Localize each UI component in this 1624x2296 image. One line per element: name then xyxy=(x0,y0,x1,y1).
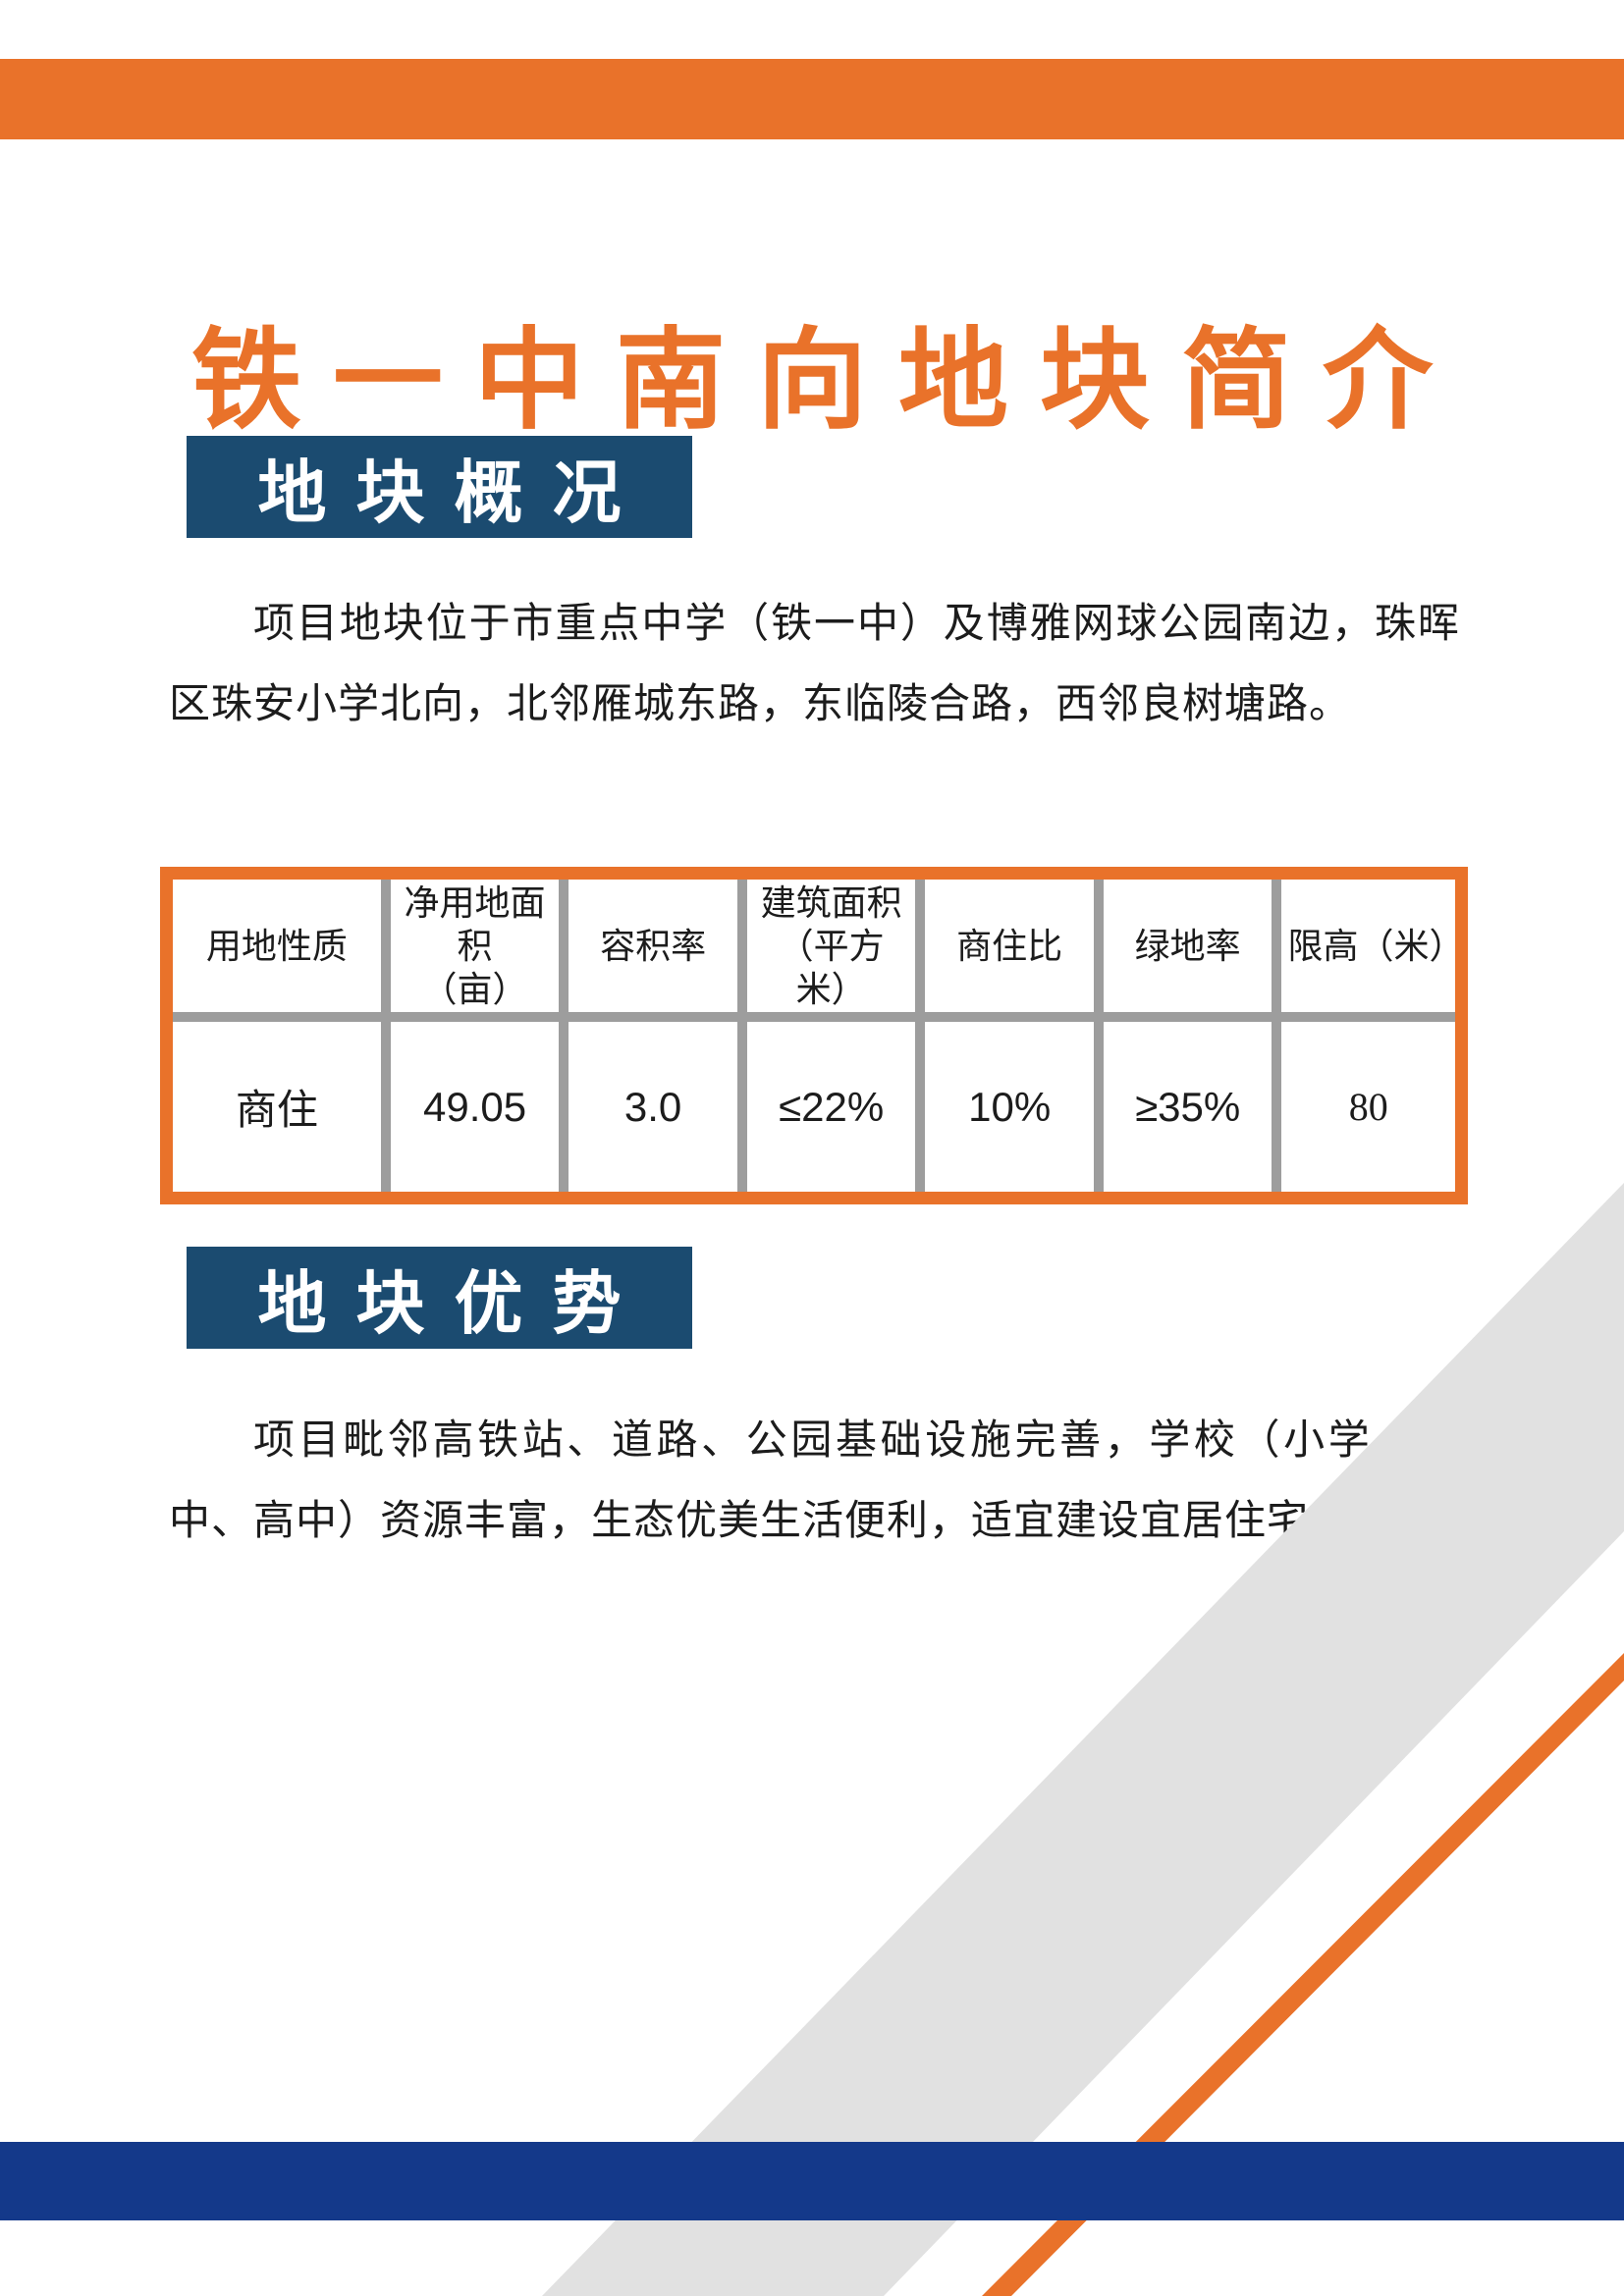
header-net-area: 净用地面积 （亩） xyxy=(380,880,569,1022)
section-header-overview-label: 地块概况 xyxy=(257,454,651,531)
page-title: 铁一中南向地块简介 xyxy=(191,319,1464,443)
orange-diagonal-line xyxy=(982,1653,1624,2296)
advantage-paragraph: 项目毗邻高铁站、道路、公园基础设施完善，学校（小学、初中、高中）资源丰富，生态优… xyxy=(169,1416,1460,1543)
cell-green-rate: ≥35% xyxy=(1093,1012,1282,1192)
header-commercial-residential-ratio: 商住比 xyxy=(915,880,1104,1022)
cell-plot-ratio: 3.0 xyxy=(559,1012,747,1192)
header-height-limit: 限高（米） xyxy=(1272,880,1464,1022)
bottom-accent-bar xyxy=(0,2142,1624,2220)
section-header-overview: 地块概况 xyxy=(187,436,692,538)
cell-building-area: ≤22% xyxy=(736,1012,926,1192)
header-building-area: 建筑面积 （平方米） xyxy=(736,880,926,1022)
cell-net-area: 49.05 xyxy=(380,1012,569,1192)
gray-diagonal-band xyxy=(542,1183,1624,2296)
overview-paragraph: 项目地块位于市重点中学（铁一中）及博雅网球公园南边，珠晖区珠安小学北向，北邻雁城… xyxy=(169,600,1460,726)
land-table: 用地性质 净用地面积 （亩） 容积率 建筑面积 （平方米） 商住比 绿地率 限高… xyxy=(173,880,1464,1192)
table-header-row: 用地性质 净用地面积 （亩） 容积率 建筑面积 （平方米） 商住比 绿地率 限高… xyxy=(173,880,1464,1022)
top-accent-bar xyxy=(0,59,1624,139)
header-land-use: 用地性质 xyxy=(173,880,391,1022)
header-green-rate: 绿地率 xyxy=(1093,880,1282,1022)
header-plot-ratio: 容积率 xyxy=(559,880,747,1022)
section-header-advantage-label: 地块优势 xyxy=(257,1264,651,1342)
cell-commercial-residential-ratio: 10% xyxy=(915,1012,1104,1192)
cell-land-use: 商住 xyxy=(173,1012,391,1192)
table-data-row: 商住 49.05 3.0 ≤22% 10% ≥35% 80 xyxy=(173,1012,1455,1192)
section-header-advantage: 地块优势 xyxy=(187,1247,692,1349)
cell-height-limit: 80 xyxy=(1272,1012,1455,1192)
land-table-frame: 用地性质 净用地面积 （亩） 容积率 建筑面积 （平方米） 商住比 绿地率 限高… xyxy=(160,867,1468,1204)
